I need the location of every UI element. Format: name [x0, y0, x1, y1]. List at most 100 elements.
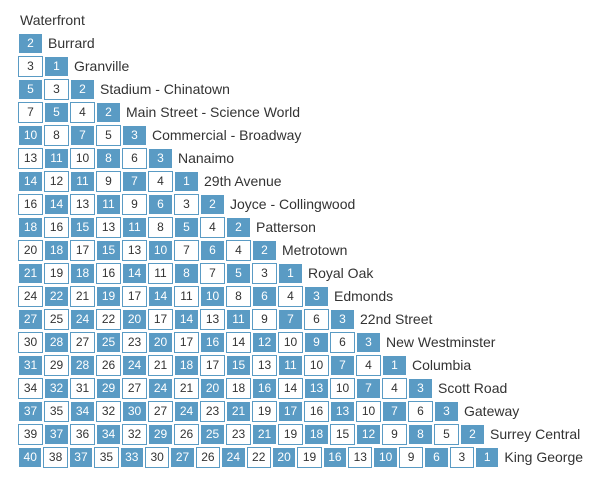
station-label: Main Street - Science World	[122, 104, 300, 120]
matrix-cell: 14	[18, 171, 43, 192]
matrix-cell: 24	[70, 309, 95, 330]
matrix-cell: 14	[148, 286, 173, 307]
matrix-cell: 39	[18, 424, 43, 445]
matrix-cell: 4	[70, 102, 95, 123]
matrix-cell: 11	[70, 171, 95, 192]
matrix-row: 3028272523201716141210963New Westminster	[18, 331, 583, 353]
matrix-cell: 32	[96, 401, 121, 422]
matrix-cell: 27	[148, 401, 173, 422]
matrix-row: 4038373533302726242220191613109631King G…	[18, 446, 583, 468]
matrix-cell: 20	[148, 332, 173, 353]
matrix-cell: 16	[323, 447, 347, 468]
matrix-cell: 13	[18, 148, 43, 169]
matrix-cell: 12	[252, 332, 277, 353]
matrix-cell: 17	[278, 401, 303, 422]
matrix-cell: 14	[226, 332, 251, 353]
matrix-cell: 27	[122, 378, 147, 399]
matrix-cell: 30	[122, 401, 147, 422]
matrix-cell: 25	[44, 309, 69, 330]
matrix-cell: 1	[174, 171, 199, 192]
matrix-cell: 16	[200, 332, 225, 353]
matrix-cell: 34	[70, 401, 95, 422]
matrix-cell: 8	[174, 263, 199, 284]
matrix-cell: 18	[18, 217, 43, 238]
matrix-row: 272524222017141311976322nd Street	[18, 308, 583, 330]
matrix-cell: 7	[200, 263, 225, 284]
matrix-cell: 16	[96, 263, 121, 284]
matrix-cell: 13	[348, 447, 372, 468]
matrix-cell: 6	[252, 286, 277, 307]
matrix-cell: 28	[44, 332, 69, 353]
matrix-cell: 7	[18, 102, 43, 123]
station-label: Granville	[70, 58, 129, 74]
matrix-cell: 16	[18, 194, 43, 215]
station-label-first: Waterfront	[18, 12, 583, 28]
matrix-row: 24222119171411108643Edmonds	[18, 285, 583, 307]
matrix-cell: 3	[450, 447, 474, 468]
matrix-cell: 10	[304, 355, 329, 376]
matrix-cell: 7	[122, 171, 147, 192]
matrix-cell: 35	[44, 401, 69, 422]
matrix-cell: 3	[44, 79, 69, 100]
matrix-cell: 2	[18, 33, 43, 54]
matrix-cell: 21	[70, 286, 95, 307]
matrix-cell: 3	[408, 378, 433, 399]
matrix-cell: 16	[304, 401, 329, 422]
matrix-row: 31Granville	[18, 55, 583, 77]
matrix-cell: 7	[174, 240, 199, 261]
travel-time-matrix: 2Burrard31Granville532Stadium - Chinatow…	[18, 32, 583, 468]
matrix-cell: 10	[373, 447, 397, 468]
matrix-cell: 37	[18, 401, 43, 422]
matrix-cell: 8	[44, 125, 69, 146]
matrix-cell: 27	[18, 309, 43, 330]
matrix-cell: 29	[44, 355, 69, 376]
matrix-cell: 12	[44, 171, 69, 192]
matrix-cell: 8	[226, 286, 251, 307]
matrix-cell: 38	[43, 447, 67, 468]
matrix-cell: 1	[278, 263, 303, 284]
matrix-cell: 3	[174, 194, 199, 215]
matrix-row: 141211974129th Avenue	[18, 170, 583, 192]
matrix-cell: 23	[122, 332, 147, 353]
matrix-cell: 31	[70, 378, 95, 399]
station-label: Stadium - Chinatown	[96, 81, 230, 97]
matrix-cell: 29	[148, 424, 173, 445]
station-label: King George	[500, 449, 583, 465]
matrix-cell: 14	[44, 194, 69, 215]
matrix-cell: 8	[408, 424, 433, 445]
matrix-cell: 14	[174, 309, 199, 330]
matrix-cell: 9	[122, 194, 147, 215]
matrix-row: 312928262421181715131110741Columbia	[18, 354, 583, 376]
matrix-cell: 4	[226, 240, 251, 261]
station-label: Commercial - Broadway	[148, 127, 301, 143]
matrix-cell: 10	[200, 286, 225, 307]
matrix-cell: 9	[252, 309, 277, 330]
matrix-cell: 16	[44, 217, 69, 238]
matrix-cell: 26	[96, 355, 121, 376]
matrix-cell: 9	[96, 171, 121, 192]
matrix-cell: 1	[382, 355, 407, 376]
matrix-row: 131110863Nanaimo	[18, 147, 583, 169]
station-label: 22nd Street	[356, 311, 432, 327]
station-label: Royal Oak	[304, 265, 373, 281]
matrix-cell: 15	[96, 240, 121, 261]
matrix-cell: 6	[424, 447, 448, 468]
matrix-cell: 21	[252, 424, 277, 445]
matrix-cell: 11	[278, 355, 303, 376]
matrix-cell: 21	[174, 378, 199, 399]
matrix-row: 39373634322926252321191815129852Surrey C…	[18, 423, 583, 445]
station-label: New Westminster	[382, 334, 495, 350]
matrix-cell: 17	[70, 240, 95, 261]
station-label: Joyce - Collingwood	[226, 196, 355, 212]
matrix-cell: 11	[122, 217, 147, 238]
matrix-cell: 36	[70, 424, 95, 445]
matrix-cell: 18	[304, 424, 329, 445]
matrix-cell: 22	[96, 309, 121, 330]
matrix-cell: 28	[70, 355, 95, 376]
matrix-cell: 4	[200, 217, 225, 238]
matrix-cell: 37	[44, 424, 69, 445]
matrix-cell: 5	[226, 263, 251, 284]
matrix-cell: 7	[356, 378, 381, 399]
matrix-cell: 24	[122, 355, 147, 376]
matrix-cell: 3	[122, 125, 147, 146]
